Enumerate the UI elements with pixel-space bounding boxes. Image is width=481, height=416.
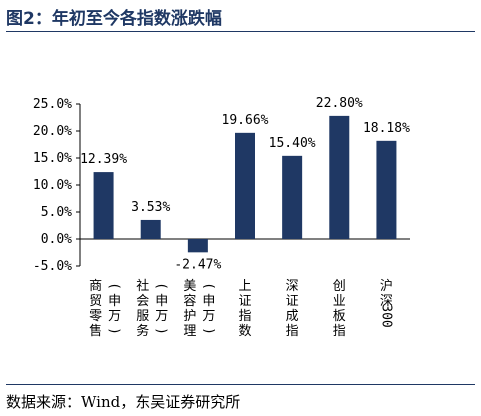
category-label: 指 (333, 324, 346, 339)
bar (376, 140, 397, 239)
y-tick-label: 20.0% (33, 124, 72, 139)
bars (93, 115, 397, 253)
value-label: 15.40% (269, 136, 316, 151)
value-label: 12.39% (80, 152, 127, 167)
category-label: 申 (108, 294, 121, 309)
category-label: 指 (286, 324, 299, 339)
y-tick-label: 0.0% (41, 232, 72, 247)
category-label: 板 (333, 309, 346, 324)
category-label: 指 (238, 309, 251, 324)
bar (329, 115, 350, 239)
category-labels: 商贸零售(申万)社会服务(申万)美容护理(申万)上证指数深证成指创业板指沪深30… (89, 278, 393, 339)
category-label: 售 (89, 323, 102, 339)
y-axis: 25.0% 20.0% 15.0% 10.0% 5.0% 0.0% -5.0% (33, 97, 410, 274)
category-label: 万 (108, 309, 121, 324)
category-label: 零 (89, 309, 102, 324)
value-labels: 12.39% 3.53% -2.47% 19.66%15.40% 22.80%18.18… (80, 96, 410, 272)
category-label: 证 (238, 294, 251, 309)
category-label: 申 (202, 294, 215, 309)
y-tick-label: 25.0% (33, 97, 72, 112)
value-label: 19.66% (222, 113, 269, 128)
category-label: 成 (286, 309, 299, 324)
category-label: ( (154, 282, 169, 290)
bar (282, 155, 303, 239)
category-label: 深 (286, 279, 299, 294)
category-label: 创 (333, 279, 346, 294)
source-note: 数据来源：Wind，东吴证券研究所 (6, 393, 241, 411)
bar (140, 219, 161, 239)
category-label: 服 (136, 309, 149, 324)
category-label: ( (201, 282, 216, 290)
category-label: 深 (380, 294, 393, 309)
bar (235, 132, 255, 239)
source-divider (6, 384, 475, 385)
y-tick-label: -5.0% (33, 259, 72, 274)
category-label: 沪 (380, 278, 393, 294)
category-label: 业 (333, 294, 346, 309)
category-label: 容 (183, 293, 196, 309)
category-label: 会 (136, 294, 149, 309)
category-label: 务 (136, 323, 149, 339)
category-label: 上 (238, 279, 251, 294)
bar-chart: 25.0% 20.0% 15.0% 10.0% 5.0% 0.0% -5.0% 12.39%… (33, 96, 410, 339)
category-label: 美 (183, 279, 196, 294)
category-label: 证 (286, 294, 299, 309)
category-label: 申 (155, 294, 168, 309)
category-label: 理 (183, 324, 196, 339)
value-label: 22.80% (316, 96, 363, 111)
y-tick-label: 15.0% (33, 151, 72, 166)
category-label: 贸 (89, 294, 102, 309)
y-tick-label: 5.0% (41, 205, 72, 220)
bar (187, 239, 208, 253)
category-label: ) (201, 327, 216, 335)
figure-title: 图2：年初至今各指数涨跌幅 (6, 9, 222, 29)
category-label: 社 (136, 278, 149, 294)
value-label: 18.18% (363, 121, 410, 136)
category-label: 数 (238, 324, 251, 339)
category-label: 万 (155, 309, 168, 324)
y-tick-label: 10.0% (33, 178, 72, 193)
title-divider (6, 31, 475, 32)
value-label: 3.53% (131, 200, 170, 215)
category-label: 万 (202, 309, 215, 324)
category-label: 商 (89, 279, 102, 294)
category-label: ( (107, 282, 122, 290)
category-label: 护 (183, 309, 196, 324)
category-label: ) (154, 327, 169, 335)
value-label: -2.47% (174, 257, 221, 272)
category-label: 300 (378, 304, 393, 327)
category-label: ) (107, 327, 122, 335)
bar (93, 172, 114, 239)
